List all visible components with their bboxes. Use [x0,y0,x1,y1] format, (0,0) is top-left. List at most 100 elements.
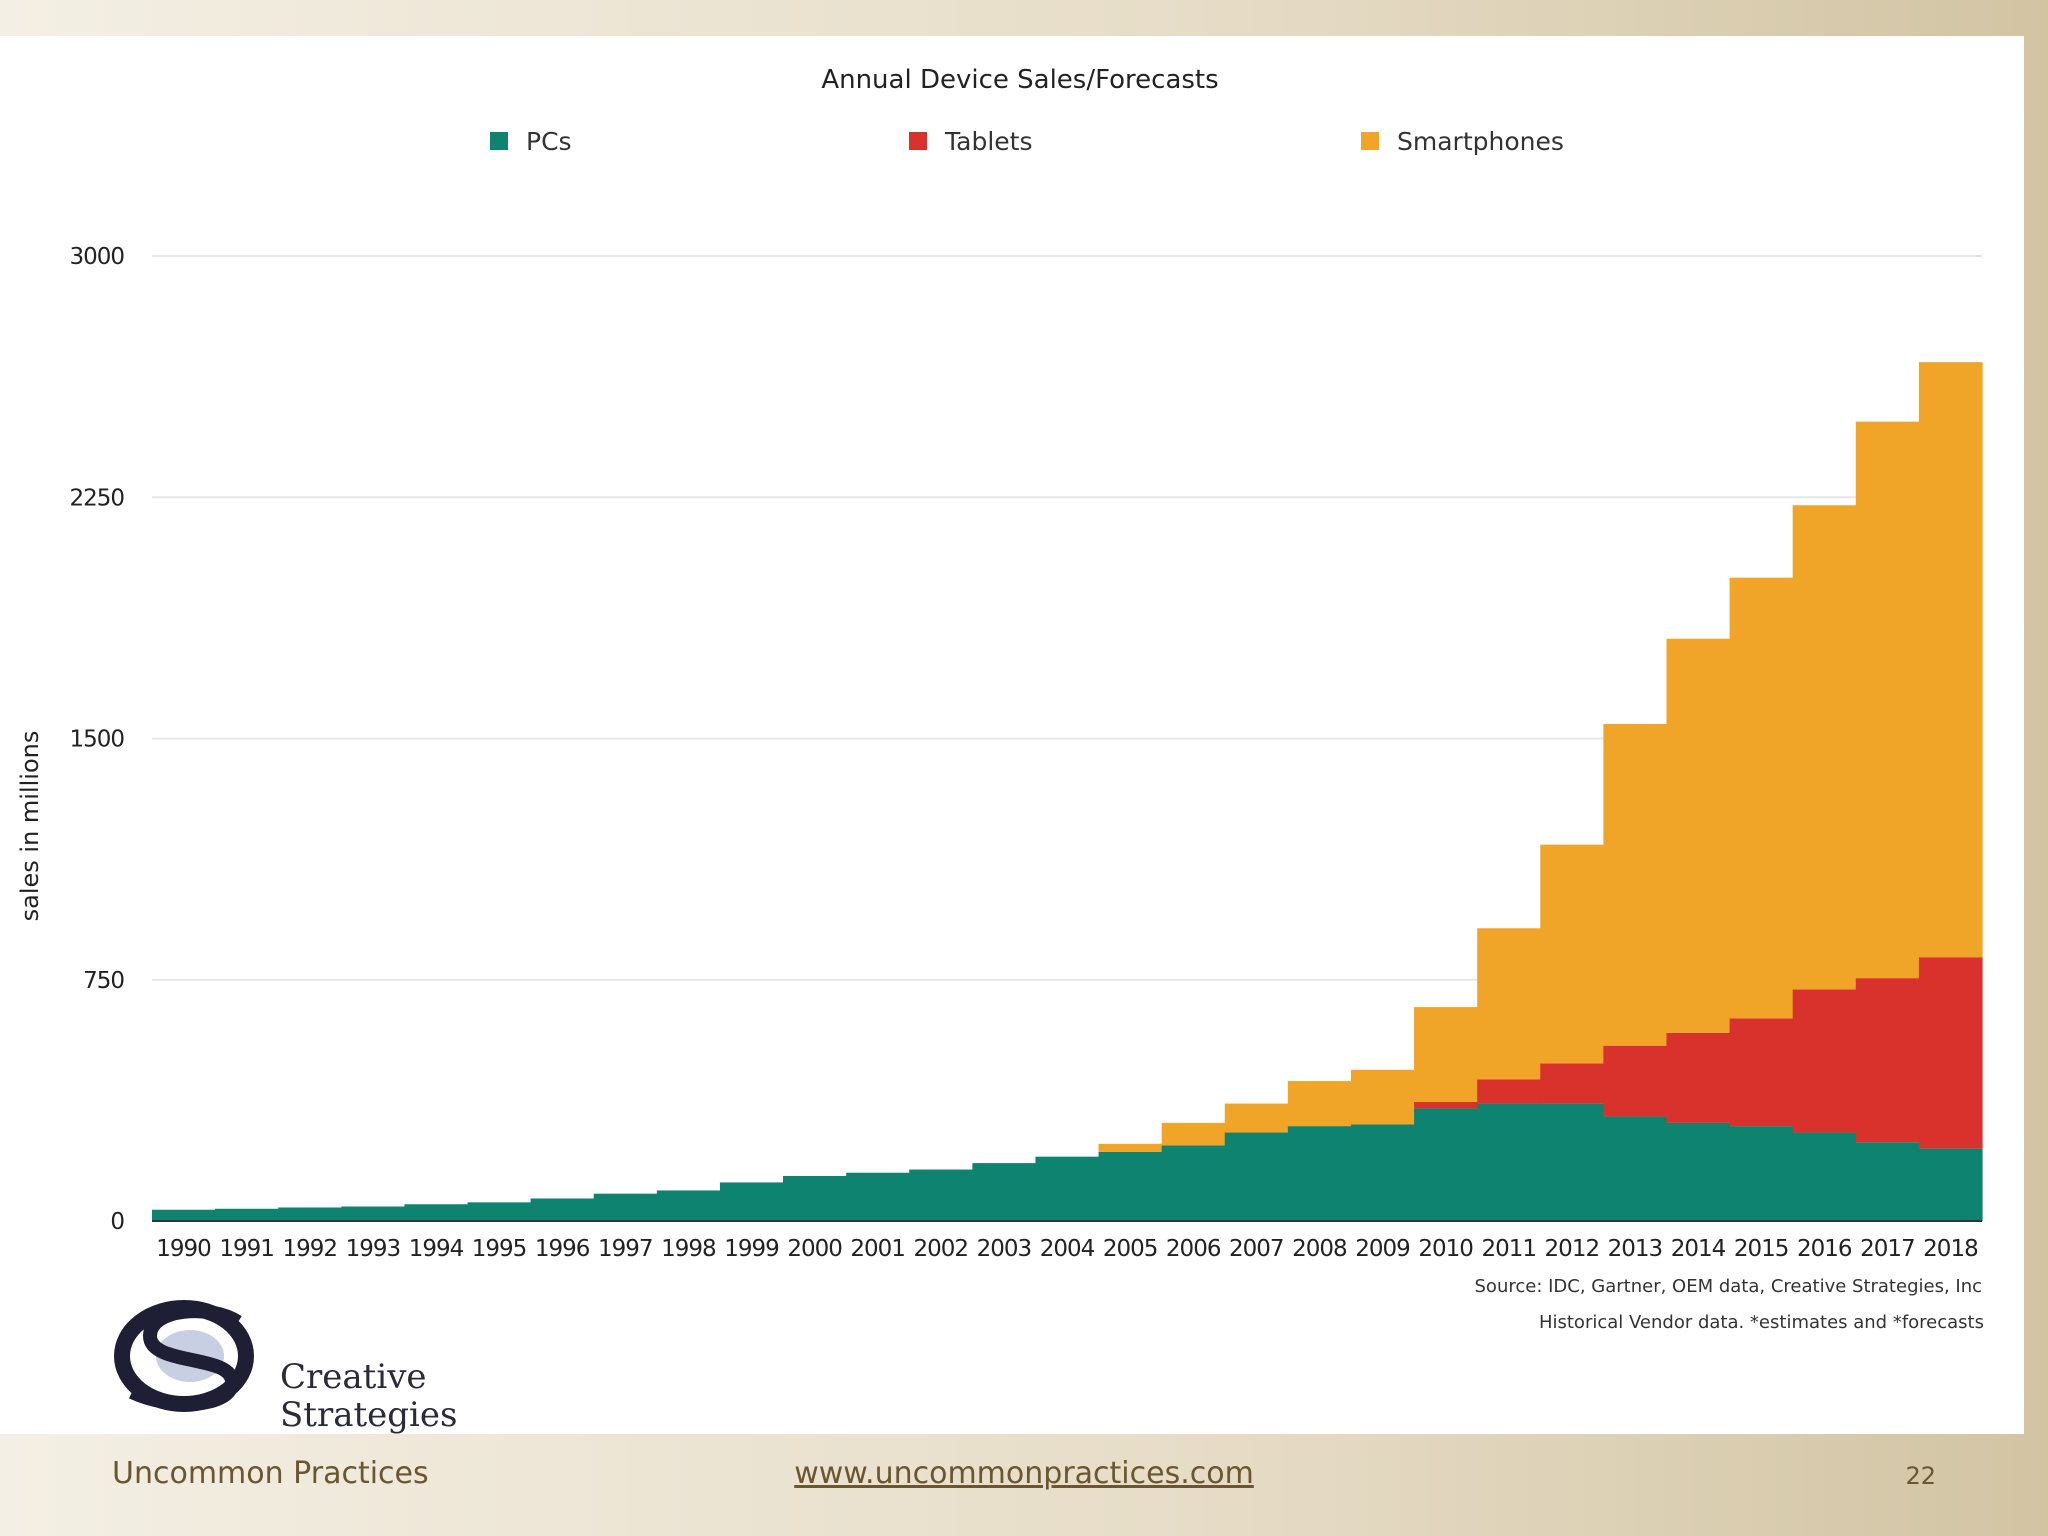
bar-pcs-1999 [719,1182,784,1221]
bar-pcs-2002 [909,1169,973,1221]
footer-website-link[interactable]: www.uncommonpractices.com [794,1456,1254,1491]
x-tick-2017: 2017 [1860,1236,1915,1262]
x-tick-1995: 1995 [472,1236,527,1262]
bar-smartphones-2016 [1792,505,1857,990]
bar-pcs-2008 [1287,1126,1352,1221]
y-tick-0: 0 [110,1209,124,1235]
x-tick-2009: 2009 [1355,1236,1410,1262]
bar-pcs-2003 [972,1163,1037,1221]
x-tick-2011: 2011 [1481,1236,1536,1262]
y-tick-3000: 3000 [69,244,124,270]
chart: Annual Device Sales/Forecasts PCs Tablet… [16,65,1984,1434]
legend-label-smartphones: Smartphones [1397,127,1564,156]
bar-pcs-2012 [1540,1103,1604,1221]
bar-pcs-2011 [1477,1103,1541,1221]
bar-pcs-1996 [530,1198,595,1221]
bar-pcs-1991 [215,1208,279,1221]
bar-tablets-2017 [1855,978,1920,1143]
page-number: 22 [1905,1462,1936,1490]
bar-pcs-1993 [341,1206,406,1221]
bar-pcs-1992 [278,1207,342,1221]
bar-pcs-2009 [1350,1124,1415,1221]
footer-brand: Uncommon Practices [112,1456,429,1491]
legend-label-pcs: PCs [526,127,572,156]
bar-smartphones-2005 [1098,1143,1163,1152]
x-tick-2014: 2014 [1671,1236,1726,1262]
logo-mark-s [129,1304,242,1411]
x-tick-2002: 2002 [914,1236,969,1262]
x-tick-2013: 2013 [1608,1236,1663,1262]
x-tick-2016: 2016 [1797,1236,1852,1262]
y-tick-labels: 0 750 1500 2250 3000 [69,244,125,1235]
bar-pcs-2018 [1918,1148,1983,1222]
logo-text-line1: Creative [280,1357,427,1397]
bar-pcs-2005 [1098,1151,1163,1221]
x-tick-1998: 1998 [661,1236,716,1262]
x-tick-2018: 2018 [1923,1236,1978,1262]
x-tick-1999: 1999 [724,1236,779,1262]
bar-tablets-2013 [1603,1045,1668,1117]
x-tick-2000: 2000 [787,1236,842,1262]
x-tick-2007: 2007 [1229,1236,1284,1262]
x-tick-2005: 2005 [1103,1236,1158,1262]
bar-smartphones-2010 [1414,1007,1478,1102]
x-tick-2008: 2008 [1292,1236,1347,1262]
bar-smartphones-2011 [1477,928,1541,1080]
bar-smartphones-2018 [1918,362,1983,958]
x-tick-1996: 1996 [535,1236,590,1262]
x-tick-2001: 2001 [850,1236,905,1262]
bar-pcs-2015 [1729,1126,1794,1221]
bar-smartphones-2007 [1224,1103,1289,1133]
bar-smartphones-2009 [1350,1069,1415,1125]
y-tick-750: 750 [83,968,124,994]
legend-label-tablets: Tablets [944,127,1032,156]
x-tick-labels: 1990 1991 1992 1993 1994 1995 1996 1997 1998 1999… [156,1236,1979,1262]
x-tick-1990: 1990 [156,1236,211,1262]
bar-tablets-2010 [1414,1101,1478,1109]
bar-pcs-1995 [467,1202,532,1221]
bar-pcs-2006 [1161,1145,1226,1221]
bar-tablets-2018 [1918,957,1983,1149]
bar-smartphones-2013 [1603,724,1668,1046]
x-tick-1992: 1992 [282,1236,337,1262]
slide-panel: Annual Device Sales/Forecasts PCs Tablet… [0,36,2024,1434]
bar-pcs-2000 [783,1175,847,1221]
bar-pcs-2007 [1224,1132,1289,1221]
bar-pcs-2014 [1666,1122,1731,1221]
chart-title: Annual Device Sales/Forecasts [821,65,1218,95]
bar-pcs-2004 [1035,1156,1100,1221]
slide-footer: Uncommon Practices www.uncommonpractices… [0,1434,2048,1536]
bar-pcs-1990 [152,1209,216,1221]
legend-swatch-tablets [909,132,927,150]
bar-tablets-2014 [1666,1032,1731,1123]
bars [152,362,1983,1222]
logo-text-line2: Strategies [280,1395,457,1434]
x-tick-2015: 2015 [1734,1236,1789,1262]
y-axis-label: sales in millions [16,731,44,922]
x-tick-1993: 1993 [346,1236,401,1262]
legend-swatch-smartphones [1361,132,1379,150]
bar-smartphones-2006 [1161,1122,1226,1146]
bar-smartphones-2015 [1729,577,1794,1019]
x-tick-1997: 1997 [598,1236,653,1262]
source-line-1: Source: IDC, Gartner, OEM data, Creative… [1475,1276,1983,1297]
x-tick-1994: 1994 [409,1236,464,1262]
source-line-2: Historical Vendor data. *estimates and *… [1539,1312,1984,1333]
bar-pcs-2001 [846,1172,910,1221]
y-tick-1500: 1500 [69,727,124,753]
bar-pcs-2010 [1414,1108,1478,1221]
bar-pcs-2017 [1855,1142,1920,1221]
bar-tablets-2012 [1540,1063,1604,1104]
x-tick-2003: 2003 [977,1236,1032,1262]
bar-tablets-2011 [1477,1079,1541,1104]
bar-smartphones-2014 [1666,638,1731,1033]
bar-tablets-2015 [1729,1018,1794,1127]
bar-pcs-2013 [1603,1116,1668,1221]
x-tick-2012: 2012 [1545,1236,1600,1262]
bar-pcs-1997 [593,1193,658,1221]
legend: PCs Tablets Smartphones [490,127,1564,156]
bar-tablets-2016 [1792,989,1857,1133]
y-tick-2250: 2250 [69,485,124,511]
bar-smartphones-2017 [1855,421,1920,979]
bar-smartphones-2012 [1540,844,1604,1064]
